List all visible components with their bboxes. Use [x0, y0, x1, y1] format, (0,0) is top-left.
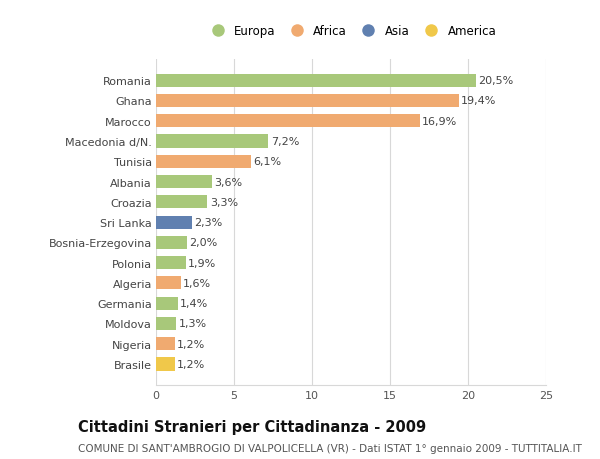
Bar [156, 196, 208, 209]
Text: 6,1%: 6,1% [254, 157, 281, 167]
Legend: Europa, Africa, Asia, America: Europa, Africa, Asia, America [201, 20, 501, 42]
Bar [156, 95, 458, 108]
Text: 20,5%: 20,5% [478, 76, 514, 86]
Text: Cittadini Stranieri per Cittadinanza - 2009: Cittadini Stranieri per Cittadinanza - 2… [78, 419, 426, 434]
Text: 16,9%: 16,9% [422, 117, 457, 127]
Bar [156, 176, 212, 189]
Bar [156, 216, 192, 229]
Bar [156, 257, 185, 269]
Text: 3,6%: 3,6% [215, 177, 242, 187]
Bar [156, 236, 187, 249]
Text: 19,4%: 19,4% [461, 96, 496, 106]
Text: 1,3%: 1,3% [179, 319, 207, 329]
Text: COMUNE DI SANT'AMBROGIO DI VALPOLICELLA (VR) - Dati ISTAT 1° gennaio 2009 - TUTT: COMUNE DI SANT'AMBROGIO DI VALPOLICELLA … [78, 443, 582, 453]
Bar [156, 74, 476, 88]
Bar [156, 156, 251, 168]
Text: 3,3%: 3,3% [210, 197, 238, 207]
Text: 1,6%: 1,6% [184, 278, 211, 288]
Bar [156, 115, 419, 128]
Text: 1,9%: 1,9% [188, 258, 216, 268]
Bar [156, 297, 178, 310]
Bar [156, 337, 175, 351]
Text: 1,4%: 1,4% [180, 298, 208, 308]
Text: 7,2%: 7,2% [271, 137, 299, 147]
Bar [156, 317, 176, 330]
Bar [156, 358, 175, 371]
Bar [156, 135, 268, 148]
Text: 2,0%: 2,0% [190, 238, 218, 248]
Text: 2,3%: 2,3% [194, 218, 223, 228]
Text: 1,2%: 1,2% [177, 359, 205, 369]
Bar [156, 277, 181, 290]
Text: 1,2%: 1,2% [177, 339, 205, 349]
